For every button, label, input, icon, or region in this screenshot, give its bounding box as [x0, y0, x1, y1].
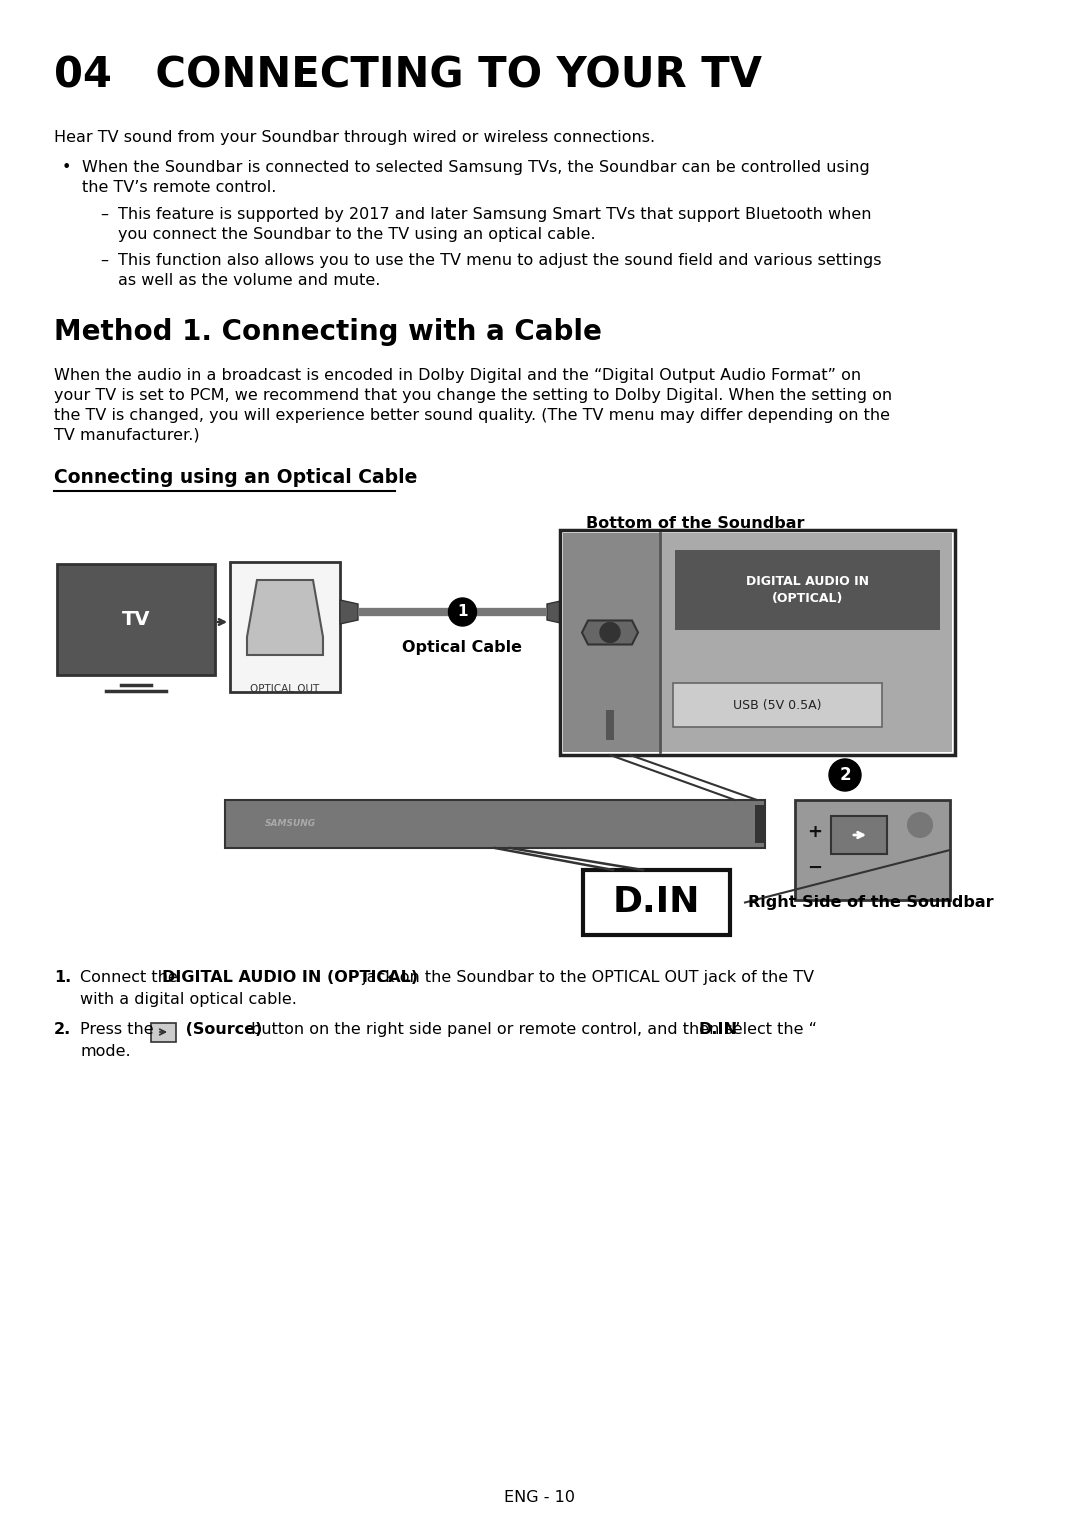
- Text: –: –: [100, 253, 108, 268]
- Text: DIGITAL AUDIO IN (OPTICAL): DIGITAL AUDIO IN (OPTICAL): [162, 970, 418, 985]
- Text: 2: 2: [839, 766, 851, 784]
- Text: −: −: [808, 859, 823, 876]
- Text: 2.: 2.: [54, 1022, 71, 1037]
- Text: This feature is supported by 2017 and later Samsung Smart TVs that support Bluet: This feature is supported by 2017 and la…: [118, 207, 872, 222]
- Text: button on the right side panel or remote control, and then select the “: button on the right side panel or remote…: [246, 1022, 816, 1037]
- FancyBboxPatch shape: [57, 564, 215, 676]
- FancyBboxPatch shape: [675, 550, 940, 630]
- Text: TV manufacturer.): TV manufacturer.): [54, 427, 200, 443]
- Text: TV: TV: [122, 610, 150, 630]
- Text: Optical Cable: Optical Cable: [403, 640, 523, 656]
- Text: jack on the Soundbar to the OPTICAL OUT jack of the TV: jack on the Soundbar to the OPTICAL OUT …: [357, 970, 814, 985]
- Text: Press the: Press the: [80, 1022, 159, 1037]
- FancyBboxPatch shape: [150, 1022, 175, 1042]
- FancyBboxPatch shape: [230, 562, 340, 692]
- Circle shape: [829, 758, 861, 791]
- Text: 1: 1: [457, 605, 468, 619]
- FancyBboxPatch shape: [673, 683, 882, 728]
- FancyBboxPatch shape: [225, 800, 765, 849]
- Text: DIGITAL AUDIO IN
(OPTICAL): DIGITAL AUDIO IN (OPTICAL): [746, 574, 869, 605]
- Circle shape: [600, 622, 620, 642]
- Polygon shape: [546, 601, 565, 624]
- Text: 1.: 1.: [54, 970, 71, 985]
- Circle shape: [448, 597, 476, 627]
- Text: Method 1. Connecting with a Cable: Method 1. Connecting with a Cable: [54, 319, 602, 346]
- Polygon shape: [582, 620, 638, 645]
- Text: When the audio in a broadcast is encoded in Dolby Digital and the “Digital Outpu: When the audio in a broadcast is encoded…: [54, 368, 861, 383]
- Text: –: –: [100, 207, 108, 222]
- Text: Connect the: Connect the: [80, 970, 183, 985]
- Text: ”: ”: [732, 1022, 741, 1037]
- Text: Bottom of the Soundbar: Bottom of the Soundbar: [585, 516, 805, 532]
- Text: the TV is changed, you will experience better sound quality. (The TV menu may di: the TV is changed, you will experience b…: [54, 408, 890, 423]
- FancyBboxPatch shape: [755, 804, 765, 843]
- Text: 04   CONNECTING TO YOUR TV: 04 CONNECTING TO YOUR TV: [54, 55, 762, 97]
- FancyBboxPatch shape: [660, 533, 951, 752]
- Text: ENG - 10: ENG - 10: [504, 1491, 576, 1504]
- Text: as well as the volume and mute.: as well as the volume and mute.: [118, 273, 380, 288]
- Text: mode.: mode.: [80, 1043, 131, 1059]
- Text: USB (5V 0.5A): USB (5V 0.5A): [733, 699, 822, 711]
- FancyBboxPatch shape: [606, 709, 615, 740]
- Text: Hear TV sound from your Soundbar through wired or wireless connections.: Hear TV sound from your Soundbar through…: [54, 130, 656, 146]
- Text: Connecting using an Optical Cable: Connecting using an Optical Cable: [54, 467, 417, 487]
- Text: the TV’s remote control.: the TV’s remote control.: [82, 179, 276, 195]
- FancyBboxPatch shape: [795, 800, 950, 899]
- Polygon shape: [340, 601, 357, 624]
- FancyBboxPatch shape: [563, 533, 660, 752]
- FancyBboxPatch shape: [583, 870, 730, 935]
- Text: •: •: [62, 159, 71, 175]
- Polygon shape: [247, 581, 323, 656]
- Text: with a digital optical cable.: with a digital optical cable.: [80, 993, 297, 1007]
- Text: D.IN: D.IN: [612, 885, 700, 919]
- FancyBboxPatch shape: [831, 817, 887, 853]
- Circle shape: [908, 813, 932, 836]
- Text: Right Side of the Soundbar: Right Side of the Soundbar: [748, 895, 994, 910]
- Text: (Source): (Source): [180, 1022, 262, 1037]
- Text: SAMSUNG: SAMSUNG: [265, 820, 315, 829]
- Text: When the Soundbar is connected to selected Samsung TVs, the Soundbar can be cont: When the Soundbar is connected to select…: [82, 159, 869, 175]
- Text: you connect the Soundbar to the TV using an optical cable.: you connect the Soundbar to the TV using…: [118, 227, 596, 242]
- Text: your TV is set to PCM, we recommend that you change the setting to Dolby Digital: your TV is set to PCM, we recommend that…: [54, 388, 892, 403]
- Text: D.IN: D.IN: [699, 1022, 738, 1037]
- Text: +: +: [808, 823, 823, 841]
- Text: This function also allows you to use the TV menu to adjust the sound field and v: This function also allows you to use the…: [118, 253, 881, 268]
- Text: OPTICAL OUT: OPTICAL OUT: [251, 683, 320, 694]
- FancyBboxPatch shape: [561, 530, 955, 755]
